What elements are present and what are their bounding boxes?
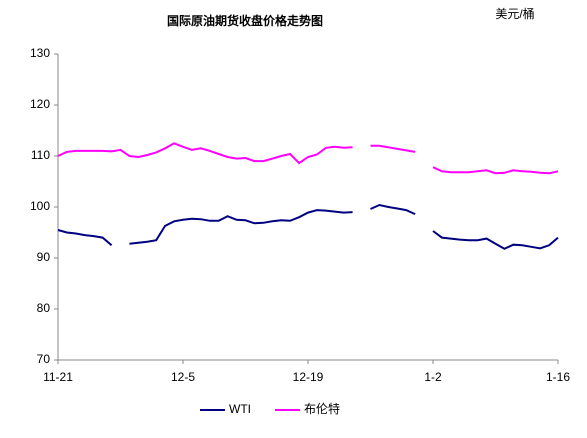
legend-label: 布伦特 [304,401,340,416]
y-tick-label: 70 [37,352,51,366]
y-tick-label: 100 [30,199,50,213]
y-tick-label: 130 [30,46,50,60]
y-tick-label: 80 [37,301,51,315]
x-tick-label: 1-2 [424,370,442,384]
unit-label: 美元/桶 [495,6,534,21]
series-line [57,142,559,175]
x-tick-label: 1-16 [546,370,570,384]
x-tick-label: 12-5 [171,370,195,384]
x-tick-label: 11-21 [43,370,73,384]
y-tick-label: 90 [37,250,51,264]
chart-title: 国际原油期货收盘价格走势图 [167,13,323,28]
x-tick-label: 12-19 [293,370,324,384]
series-line [57,203,559,250]
legend-label: WTI [229,402,251,416]
y-tick-label: 110 [31,148,50,162]
y-tick-label: 120 [30,97,50,111]
